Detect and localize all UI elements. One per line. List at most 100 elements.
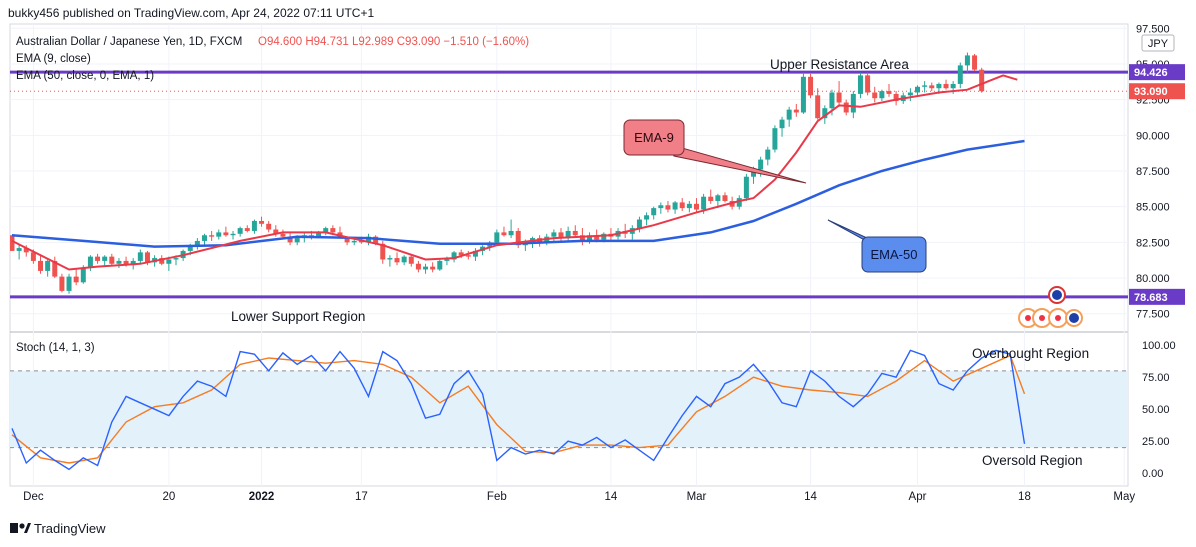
candle-body[interactable] <box>587 235 593 241</box>
candle-body[interactable] <box>579 235 585 241</box>
candle-body[interactable] <box>223 232 229 236</box>
candle-body[interactable] <box>166 259 172 264</box>
candle-body[interactable] <box>80 268 86 283</box>
candle-body[interactable] <box>344 238 350 243</box>
candle-body[interactable] <box>922 85 928 87</box>
candle-body[interactable] <box>465 255 471 257</box>
candle-body[interactable] <box>879 91 885 99</box>
candle-body[interactable] <box>187 246 193 251</box>
candle-body[interactable] <box>515 230 521 246</box>
candle-body[interactable] <box>280 233 286 237</box>
candle-body[interactable] <box>52 260 58 277</box>
candle-body[interactable] <box>522 243 528 246</box>
currency-badge-box[interactable] <box>1141 34 1175 52</box>
candle-body[interactable] <box>316 232 322 237</box>
candle-body[interactable] <box>216 232 222 237</box>
candle-body[interactable] <box>636 219 642 229</box>
candle-body[interactable] <box>857 75 863 94</box>
candle-body[interactable] <box>38 260 44 271</box>
candle-body[interactable] <box>572 230 578 236</box>
candle-body[interactable] <box>230 233 236 236</box>
candle-body[interactable] <box>943 83 949 89</box>
economic-event-icons[interactable] <box>1018 286 1083 328</box>
candle-body[interactable] <box>259 220 265 224</box>
candle-body[interactable] <box>601 233 607 240</box>
candle-body[interactable] <box>45 260 51 271</box>
candle-body[interactable] <box>822 108 828 119</box>
candle-body[interactable] <box>758 159 764 170</box>
candle-body[interactable] <box>644 215 650 220</box>
candle-body[interactable] <box>701 196 707 210</box>
ema9-legend[interactable]: EMA (9, close) <box>16 53 91 65</box>
candle-body[interactable] <box>358 240 364 243</box>
candle-body[interactable] <box>173 258 179 260</box>
candle-body[interactable] <box>116 260 122 264</box>
candle-body[interactable] <box>751 169 757 177</box>
candle-body[interactable] <box>686 203 692 209</box>
candle-body[interactable] <box>708 196 714 201</box>
candle-body[interactable] <box>886 91 892 94</box>
ema50-line[interactable] <box>11 139 1025 248</box>
candle-body[interactable] <box>437 260 443 270</box>
candle-body[interactable] <box>194 240 200 247</box>
stoch-legend[interactable]: Stoch (14, 1, 3) <box>16 342 95 354</box>
candle-body[interactable] <box>351 240 357 243</box>
candle-body[interactable] <box>558 232 564 239</box>
candle-body[interactable] <box>137 252 143 261</box>
candle-body[interactable] <box>323 228 329 233</box>
candle-body[interactable] <box>829 92 835 109</box>
candle-body[interactable] <box>73 276 79 283</box>
candle-body[interactable] <box>273 229 279 234</box>
candle-body[interactable] <box>736 198 742 207</box>
candle-body[interactable] <box>430 266 436 270</box>
stoch-k-line[interactable] <box>11 349 1026 471</box>
candle-body[interactable] <box>658 205 664 209</box>
candle-body[interactable] <box>665 205 671 210</box>
candle-body[interactable] <box>786 109 792 120</box>
candle-body[interactable] <box>444 259 450 261</box>
candle-body[interactable] <box>865 75 871 93</box>
symbol-title[interactable]: Australian Dollar / Japanese Yen, 1D, FX… <box>16 36 242 48</box>
candle-body[interactable] <box>672 202 678 210</box>
candle-body[interactable] <box>957 65 963 84</box>
candle-body[interactable] <box>936 83 942 89</box>
candle-body[interactable] <box>144 252 150 263</box>
candle-body[interactable] <box>808 76 814 96</box>
candle-body[interactable] <box>451 252 457 260</box>
stoch-d-line[interactable] <box>11 354 1026 464</box>
candle-body[interactable] <box>10 235 15 251</box>
candle-body[interactable] <box>472 250 478 257</box>
candle-body[interactable] <box>893 93 899 102</box>
candle-body[interactable] <box>972 55 978 70</box>
candle-body[interactable] <box>565 230 571 239</box>
candle-body[interactable] <box>209 235 215 237</box>
candle-body[interactable] <box>508 230 514 236</box>
candle-body[interactable] <box>23 248 29 253</box>
candle-body[interactable] <box>850 93 856 113</box>
candle-body[interactable] <box>872 92 878 99</box>
candle-body[interactable] <box>979 69 985 92</box>
candle-body[interactable] <box>394 258 400 263</box>
candle-body[interactable] <box>715 195 721 201</box>
candle-body[interactable] <box>30 252 36 261</box>
candle-body[interactable] <box>929 85 935 89</box>
candle-body[interactable] <box>693 203 699 210</box>
candle-body[interactable] <box>66 276 72 291</box>
candle-body[interactable] <box>915 86 921 93</box>
candle-body[interactable] <box>244 228 250 231</box>
candle-body[interactable] <box>16 248 22 251</box>
candle-body[interactable] <box>380 243 386 260</box>
candle-body[interactable] <box>294 238 300 243</box>
candle-body[interactable] <box>387 258 393 260</box>
candle-body[interactable] <box>551 232 557 237</box>
candle-body[interactable] <box>836 92 842 103</box>
candle-body[interactable] <box>501 232 507 236</box>
candle-body[interactable] <box>130 260 136 266</box>
candle-body[interactable] <box>123 260 129 266</box>
candle-body[interactable] <box>458 252 464 256</box>
candle-body[interactable] <box>373 236 379 244</box>
candle-body[interactable] <box>765 149 771 160</box>
candle-body[interactable] <box>415 263 421 270</box>
candle-body[interactable] <box>950 83 956 89</box>
tradingview-logo[interactable]: TradingView <box>10 521 106 536</box>
